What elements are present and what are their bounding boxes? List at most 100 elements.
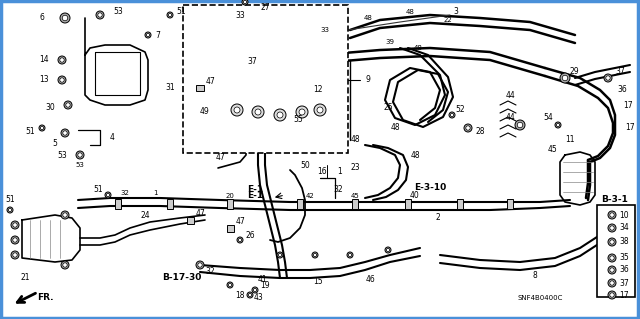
Text: 47: 47: [205, 78, 215, 86]
Text: 40: 40: [410, 190, 420, 199]
Circle shape: [608, 211, 616, 219]
Circle shape: [145, 32, 151, 38]
Circle shape: [196, 261, 204, 269]
Text: 8: 8: [532, 271, 538, 279]
Text: 36: 36: [617, 85, 627, 94]
Circle shape: [563, 75, 568, 81]
Bar: [183, 5, 348, 153]
Circle shape: [449, 112, 455, 118]
Bar: [115, 199, 121, 209]
Text: 9: 9: [365, 76, 371, 85]
Circle shape: [299, 109, 305, 115]
Circle shape: [13, 223, 17, 227]
Text: 48: 48: [410, 151, 420, 160]
Circle shape: [608, 266, 616, 274]
Circle shape: [66, 103, 70, 107]
Text: 32: 32: [120, 190, 129, 196]
Circle shape: [610, 213, 614, 217]
Text: 17: 17: [625, 123, 635, 132]
Circle shape: [252, 287, 258, 293]
Circle shape: [347, 252, 353, 258]
Bar: [405, 199, 411, 209]
Circle shape: [610, 256, 614, 260]
Text: 54: 54: [543, 114, 553, 122]
Text: 51: 51: [5, 196, 15, 204]
Text: 1: 1: [153, 190, 157, 196]
Circle shape: [61, 261, 69, 269]
Circle shape: [234, 107, 240, 113]
Circle shape: [11, 236, 19, 244]
Text: 1: 1: [338, 167, 342, 176]
Text: 6: 6: [40, 13, 44, 23]
Text: 16: 16: [317, 167, 327, 176]
Text: 15: 15: [313, 278, 323, 286]
Text: 35: 35: [619, 254, 629, 263]
Circle shape: [255, 109, 261, 115]
Circle shape: [277, 112, 283, 118]
Text: 26: 26: [245, 231, 255, 240]
Circle shape: [237, 237, 243, 243]
Text: 19: 19: [260, 280, 270, 290]
Circle shape: [608, 238, 616, 246]
Text: 14: 14: [39, 56, 49, 64]
Text: B-17-30: B-17-30: [163, 273, 202, 283]
Circle shape: [515, 120, 525, 130]
Circle shape: [278, 253, 282, 257]
Circle shape: [39, 125, 45, 131]
Text: E-3-10: E-3-10: [414, 183, 446, 192]
Text: 12: 12: [313, 85, 323, 94]
Text: 17: 17: [623, 100, 633, 109]
Circle shape: [277, 252, 283, 258]
Text: 24: 24: [140, 211, 150, 219]
Text: 47: 47: [215, 153, 225, 162]
Circle shape: [105, 192, 111, 198]
Circle shape: [555, 122, 561, 128]
Text: 47: 47: [195, 209, 205, 218]
Circle shape: [13, 238, 17, 242]
Circle shape: [98, 13, 102, 17]
Circle shape: [62, 15, 68, 21]
Text: 2: 2: [436, 213, 440, 222]
Text: 29: 29: [569, 68, 579, 77]
Circle shape: [451, 113, 454, 117]
Text: 37: 37: [615, 68, 625, 77]
Text: 42: 42: [306, 193, 314, 199]
Circle shape: [64, 101, 72, 109]
Circle shape: [167, 12, 173, 18]
Circle shape: [608, 279, 616, 287]
Text: 3: 3: [454, 8, 458, 17]
Text: 18: 18: [236, 291, 244, 300]
Circle shape: [608, 291, 616, 299]
Text: 48: 48: [350, 136, 360, 145]
Circle shape: [198, 263, 202, 267]
Circle shape: [63, 263, 67, 267]
Circle shape: [253, 288, 257, 292]
Circle shape: [385, 247, 391, 253]
Text: 11: 11: [565, 136, 575, 145]
Circle shape: [312, 252, 318, 258]
Text: 48: 48: [364, 15, 372, 21]
Circle shape: [247, 292, 253, 298]
Bar: [186, 217, 193, 224]
Circle shape: [168, 13, 172, 17]
Text: 37: 37: [619, 278, 629, 287]
Text: 37: 37: [247, 57, 257, 66]
Text: 36: 36: [619, 265, 629, 275]
Circle shape: [610, 281, 614, 285]
Circle shape: [63, 213, 67, 217]
Circle shape: [96, 11, 104, 19]
Text: 33: 33: [235, 11, 245, 19]
Text: 4: 4: [109, 133, 115, 143]
Circle shape: [227, 282, 233, 288]
Circle shape: [610, 268, 614, 272]
Circle shape: [76, 151, 84, 159]
Text: 45: 45: [351, 193, 360, 199]
Circle shape: [317, 107, 323, 113]
Circle shape: [58, 56, 66, 64]
Text: FR.: FR.: [36, 293, 53, 302]
Bar: [227, 225, 234, 232]
Circle shape: [60, 13, 70, 23]
Circle shape: [106, 193, 109, 197]
Text: 32: 32: [205, 268, 215, 277]
Text: 52: 52: [455, 106, 465, 115]
